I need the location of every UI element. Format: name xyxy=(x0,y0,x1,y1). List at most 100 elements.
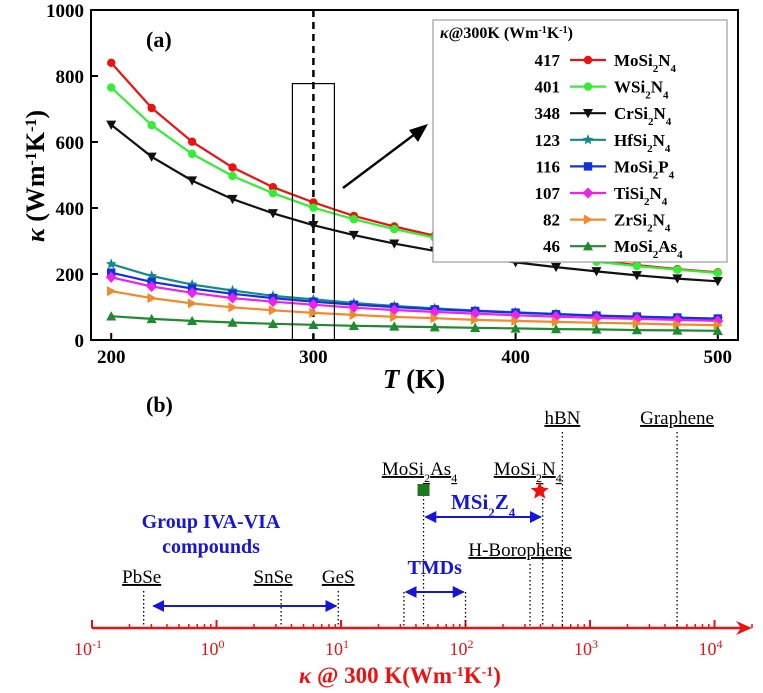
data-point xyxy=(268,183,278,192)
data-point xyxy=(267,296,279,308)
log-tick-label: 104 xyxy=(699,637,723,659)
data-point xyxy=(187,176,198,186)
series-line xyxy=(111,315,718,332)
y-tick-label: 400 xyxy=(56,199,85,220)
legend-entry: 417 MoSi2N4 xyxy=(535,51,677,75)
y-tick-label: 600 xyxy=(56,133,85,154)
data-point xyxy=(551,316,562,327)
series-ZrSi2N4 xyxy=(107,286,723,331)
data-point xyxy=(186,278,198,290)
data-point xyxy=(228,163,237,172)
data-point xyxy=(309,203,318,212)
legend-value: 116 xyxy=(535,157,560,176)
legend-title: κ@300K (Wm-1K-1) xyxy=(440,25,573,43)
material-hBN: hBN xyxy=(544,408,581,626)
legend-marker xyxy=(583,55,593,65)
data-point xyxy=(591,324,602,334)
log-tick-label: 101 xyxy=(325,637,349,659)
panel-a-line-chart: (a) 0 200 400 600 800 1000 200 300 400 500 κ (Wm… xyxy=(21,1,739,394)
material-markers: PbSe SnSe GeS MoSi2As4 MoSi2N4 H-Borophene hBN… xyxy=(122,408,714,626)
plot-area-frame xyxy=(90,9,739,341)
legend-marker xyxy=(582,241,594,251)
data-point xyxy=(390,224,399,234)
data-point xyxy=(187,298,198,309)
data-point xyxy=(713,268,722,278)
data-point xyxy=(389,239,400,249)
data-point xyxy=(268,188,278,198)
legend-marker xyxy=(583,162,593,171)
data-point xyxy=(105,258,117,269)
y-tick-label: 0 xyxy=(75,331,85,352)
data-point xyxy=(349,215,359,224)
y-axis-ticks: 0 200 400 600 800 1000 xyxy=(46,1,98,352)
legend-marker xyxy=(582,187,594,199)
material-MoSi2N4: MoSi2N4 xyxy=(494,459,562,626)
group-label: compounds xyxy=(162,536,260,558)
x-tick-label: 400 xyxy=(501,347,530,368)
material-label: hBN xyxy=(544,408,580,429)
data-point xyxy=(673,265,682,274)
material-GeS: GeS xyxy=(322,567,355,626)
data-point xyxy=(308,220,319,231)
data-point xyxy=(550,324,562,334)
group-MSi2Z4: MSi2Z4 xyxy=(424,490,542,523)
data-point xyxy=(307,299,319,311)
material-label: GeS xyxy=(322,567,355,588)
series-line xyxy=(110,86,718,275)
legend-entry: 107 TiSi2N4 xyxy=(535,184,668,208)
log-tick-label: 103 xyxy=(574,637,598,659)
panel-b-log-scale: (b) 10-1 100 101 102 103 104 PbSe SnSe GeS MoSi2… xyxy=(74,392,753,689)
x-tick-label: 300 xyxy=(299,347,328,368)
log-tick-label: 102 xyxy=(450,637,474,659)
data-point xyxy=(673,319,683,330)
series-line xyxy=(110,123,718,283)
legend-entry: 116 MoSi2P4 xyxy=(535,157,674,181)
legend-value: 417 xyxy=(535,51,561,70)
data-point xyxy=(309,307,319,318)
data-point xyxy=(227,292,238,304)
data-point xyxy=(107,286,117,297)
series-line xyxy=(110,276,718,322)
group-Group IVA-VIA compounds: Group IVA-VIA compounds xyxy=(142,511,338,612)
y-tick-label: 800 xyxy=(56,67,85,88)
legend-label: CrSi2N4 xyxy=(614,104,672,128)
y-tick-label: 1000 xyxy=(46,1,84,22)
panel-a-label: (a) xyxy=(146,27,172,52)
legend-value: 82 xyxy=(543,211,560,230)
y-tick-label: 200 xyxy=(56,265,85,286)
log-tick-label: 10-1 xyxy=(74,637,102,659)
data-point xyxy=(550,262,562,273)
y-axis-label: κ (Wm-1K-1) xyxy=(21,110,50,242)
material-marker-square xyxy=(417,484,430,496)
panel-b-label: (b) xyxy=(146,392,173,417)
zoom-box xyxy=(291,82,336,341)
data-point xyxy=(228,302,238,313)
group-label: TMDs xyxy=(407,557,462,579)
data-point xyxy=(510,323,521,333)
data-point xyxy=(592,317,602,328)
data-point xyxy=(107,58,116,67)
data-point xyxy=(591,267,602,277)
log-axis-label: κ @ 300 K(Wm-1K-1) xyxy=(299,663,501,689)
data-point xyxy=(511,315,521,326)
data-point xyxy=(147,103,156,113)
log-tick-label: 100 xyxy=(201,637,225,659)
legend-label: ZrSi2N4 xyxy=(614,211,671,235)
data-point xyxy=(390,311,400,322)
log-axis-arrow xyxy=(736,621,752,635)
legend-marker xyxy=(583,214,594,225)
data-point xyxy=(349,309,359,320)
data-point xyxy=(146,152,157,162)
material-marker-star xyxy=(530,481,549,499)
group-label: MSi2Z4 xyxy=(451,490,516,520)
legend-frame xyxy=(432,19,728,263)
data-point xyxy=(470,322,481,332)
group-label: Group IVA-VIA xyxy=(142,511,281,533)
x-axis-ticks: 200 300 400 500 xyxy=(97,333,732,368)
material-label: SnSe xyxy=(254,567,293,588)
zoom-arrow xyxy=(342,133,416,189)
legend-value: 348 xyxy=(535,104,561,123)
data-point xyxy=(267,209,279,219)
legend-marker xyxy=(582,134,594,145)
